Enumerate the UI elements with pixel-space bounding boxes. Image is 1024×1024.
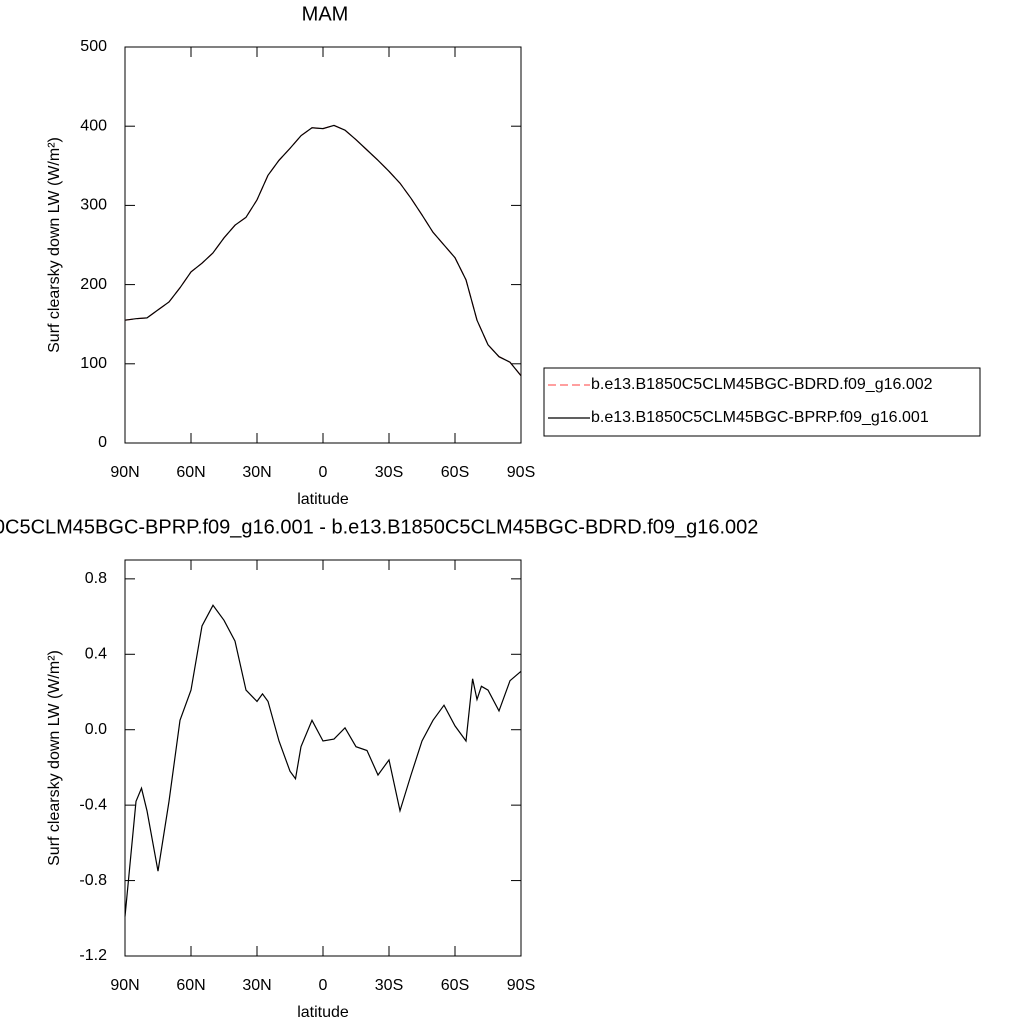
y-tick-label: -1.2 [79,947,107,964]
x-tick-label: 30S [375,464,403,481]
x-tick-label: 30N [242,977,271,994]
data-line [124,124,522,377]
chart-title: b.e13.B1850C5CLM45BGC-BPRP.f09_g16.001 -… [0,516,758,538]
x-tick-label: 90N [110,977,139,994]
x-tick-label: 30N [242,464,271,481]
y-tick-label: 200 [80,276,107,293]
y-tick-label: -0.8 [79,872,107,889]
y-tick-label: 300 [80,197,107,214]
y-tick-label: 100 [80,355,107,372]
legend-label: b.e13.B1850C5CLM45BGC-BDRD.f09_g16.002 [591,376,933,393]
plot-frame [124,559,522,957]
x-tick-label: 30S [375,977,403,994]
y-tick-label: 500 [80,38,107,55]
chart-title: MAM [302,3,349,25]
x-tick-label: 60N [176,464,205,481]
x-tick-label: 0 [319,464,328,481]
y-tick-label: 0 [98,434,107,451]
y-tick-label: 0.4 [85,646,107,663]
legend-box [543,367,981,437]
x-tick-label: 60S [441,977,469,994]
y-axis-label: Surf clearsky down LW (W/m²) [46,650,63,866]
x-tick-label: 60S [441,464,469,481]
data-line [124,604,522,917]
plot-frame [124,46,522,444]
data-line [124,124,522,377]
y-tick-label: -0.4 [79,796,107,813]
x-tick-label: 60N [176,977,205,994]
x-tick-label: 90S [507,464,535,481]
y-tick-label: 0.0 [85,721,107,738]
y-axis-label: Surf clearsky down LW (W/m²) [46,137,63,353]
x-axis-label: latitude [297,491,349,508]
y-tick-label: 0.8 [85,570,107,587]
legend-label: b.e13.B1850C5CLM45BGC-BPRP.f09_g16.001 [591,409,929,426]
x-axis-label: latitude [297,1004,349,1021]
y-tick-label: 400 [80,117,107,134]
x-tick-label: 90N [110,464,139,481]
x-tick-label: 90S [507,977,535,994]
x-tick-label: 0 [319,977,328,994]
